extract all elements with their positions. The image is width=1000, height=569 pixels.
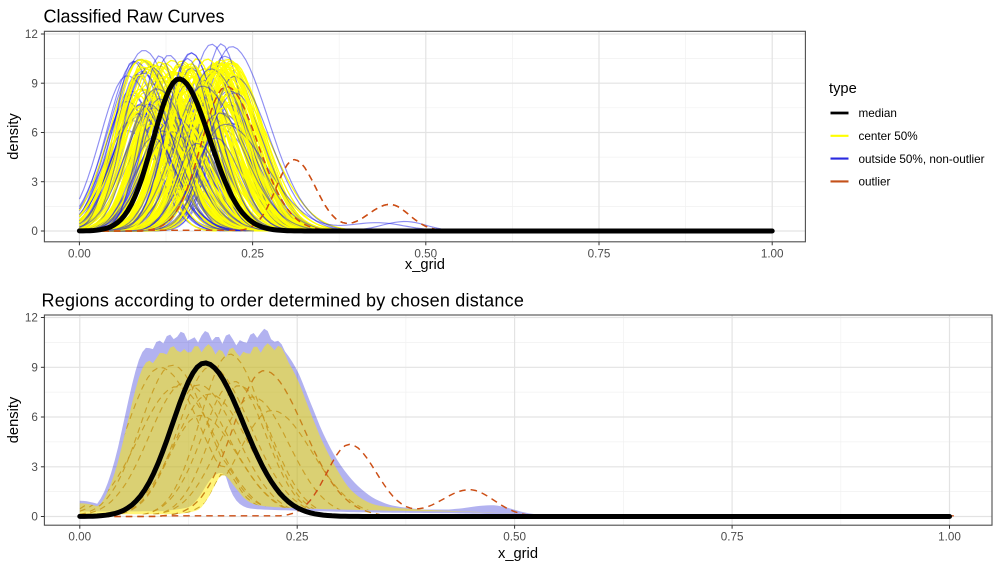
svg-text:0.75: 0.75	[721, 531, 744, 544]
svg-text:0: 0	[31, 225, 38, 238]
svg-text:x_grid: x_grid	[405, 257, 445, 273]
svg-text:type: type	[829, 81, 857, 97]
svg-text:Regions according to order det: Regions according to order determined by…	[42, 291, 525, 311]
svg-text:Classified Raw Curves: Classified Raw Curves	[44, 7, 225, 27]
svg-text:0.00: 0.00	[68, 247, 91, 260]
svg-text:median: median	[859, 107, 897, 120]
svg-text:density: density	[6, 113, 22, 160]
svg-text:0.50: 0.50	[414, 247, 437, 260]
svg-text:0.50: 0.50	[503, 531, 526, 544]
svg-text:6: 6	[31, 411, 38, 424]
svg-text:0.25: 0.25	[286, 531, 309, 544]
svg-text:0.75: 0.75	[588, 247, 611, 260]
svg-text:3: 3	[31, 176, 38, 189]
svg-text:1.00: 1.00	[938, 531, 961, 544]
svg-text:1.00: 1.00	[761, 247, 784, 260]
svg-text:0.25: 0.25	[241, 247, 264, 260]
svg-text:outlier: outlier	[859, 176, 891, 189]
svg-text:12: 12	[25, 312, 38, 325]
svg-text:9: 9	[31, 362, 38, 375]
svg-text:6: 6	[31, 127, 38, 140]
svg-text:0.00: 0.00	[68, 531, 91, 544]
svg-text:outside 50%, non-outlier: outside 50%, non-outlier	[859, 153, 985, 166]
svg-text:12: 12	[25, 28, 38, 41]
svg-text:x_grid: x_grid	[498, 546, 538, 562]
svg-text:0: 0	[31, 511, 38, 524]
svg-text:3: 3	[31, 461, 38, 474]
svg-text:9: 9	[31, 77, 38, 90]
svg-text:center 50%: center 50%	[859, 130, 918, 143]
svg-text:density: density	[6, 396, 22, 443]
